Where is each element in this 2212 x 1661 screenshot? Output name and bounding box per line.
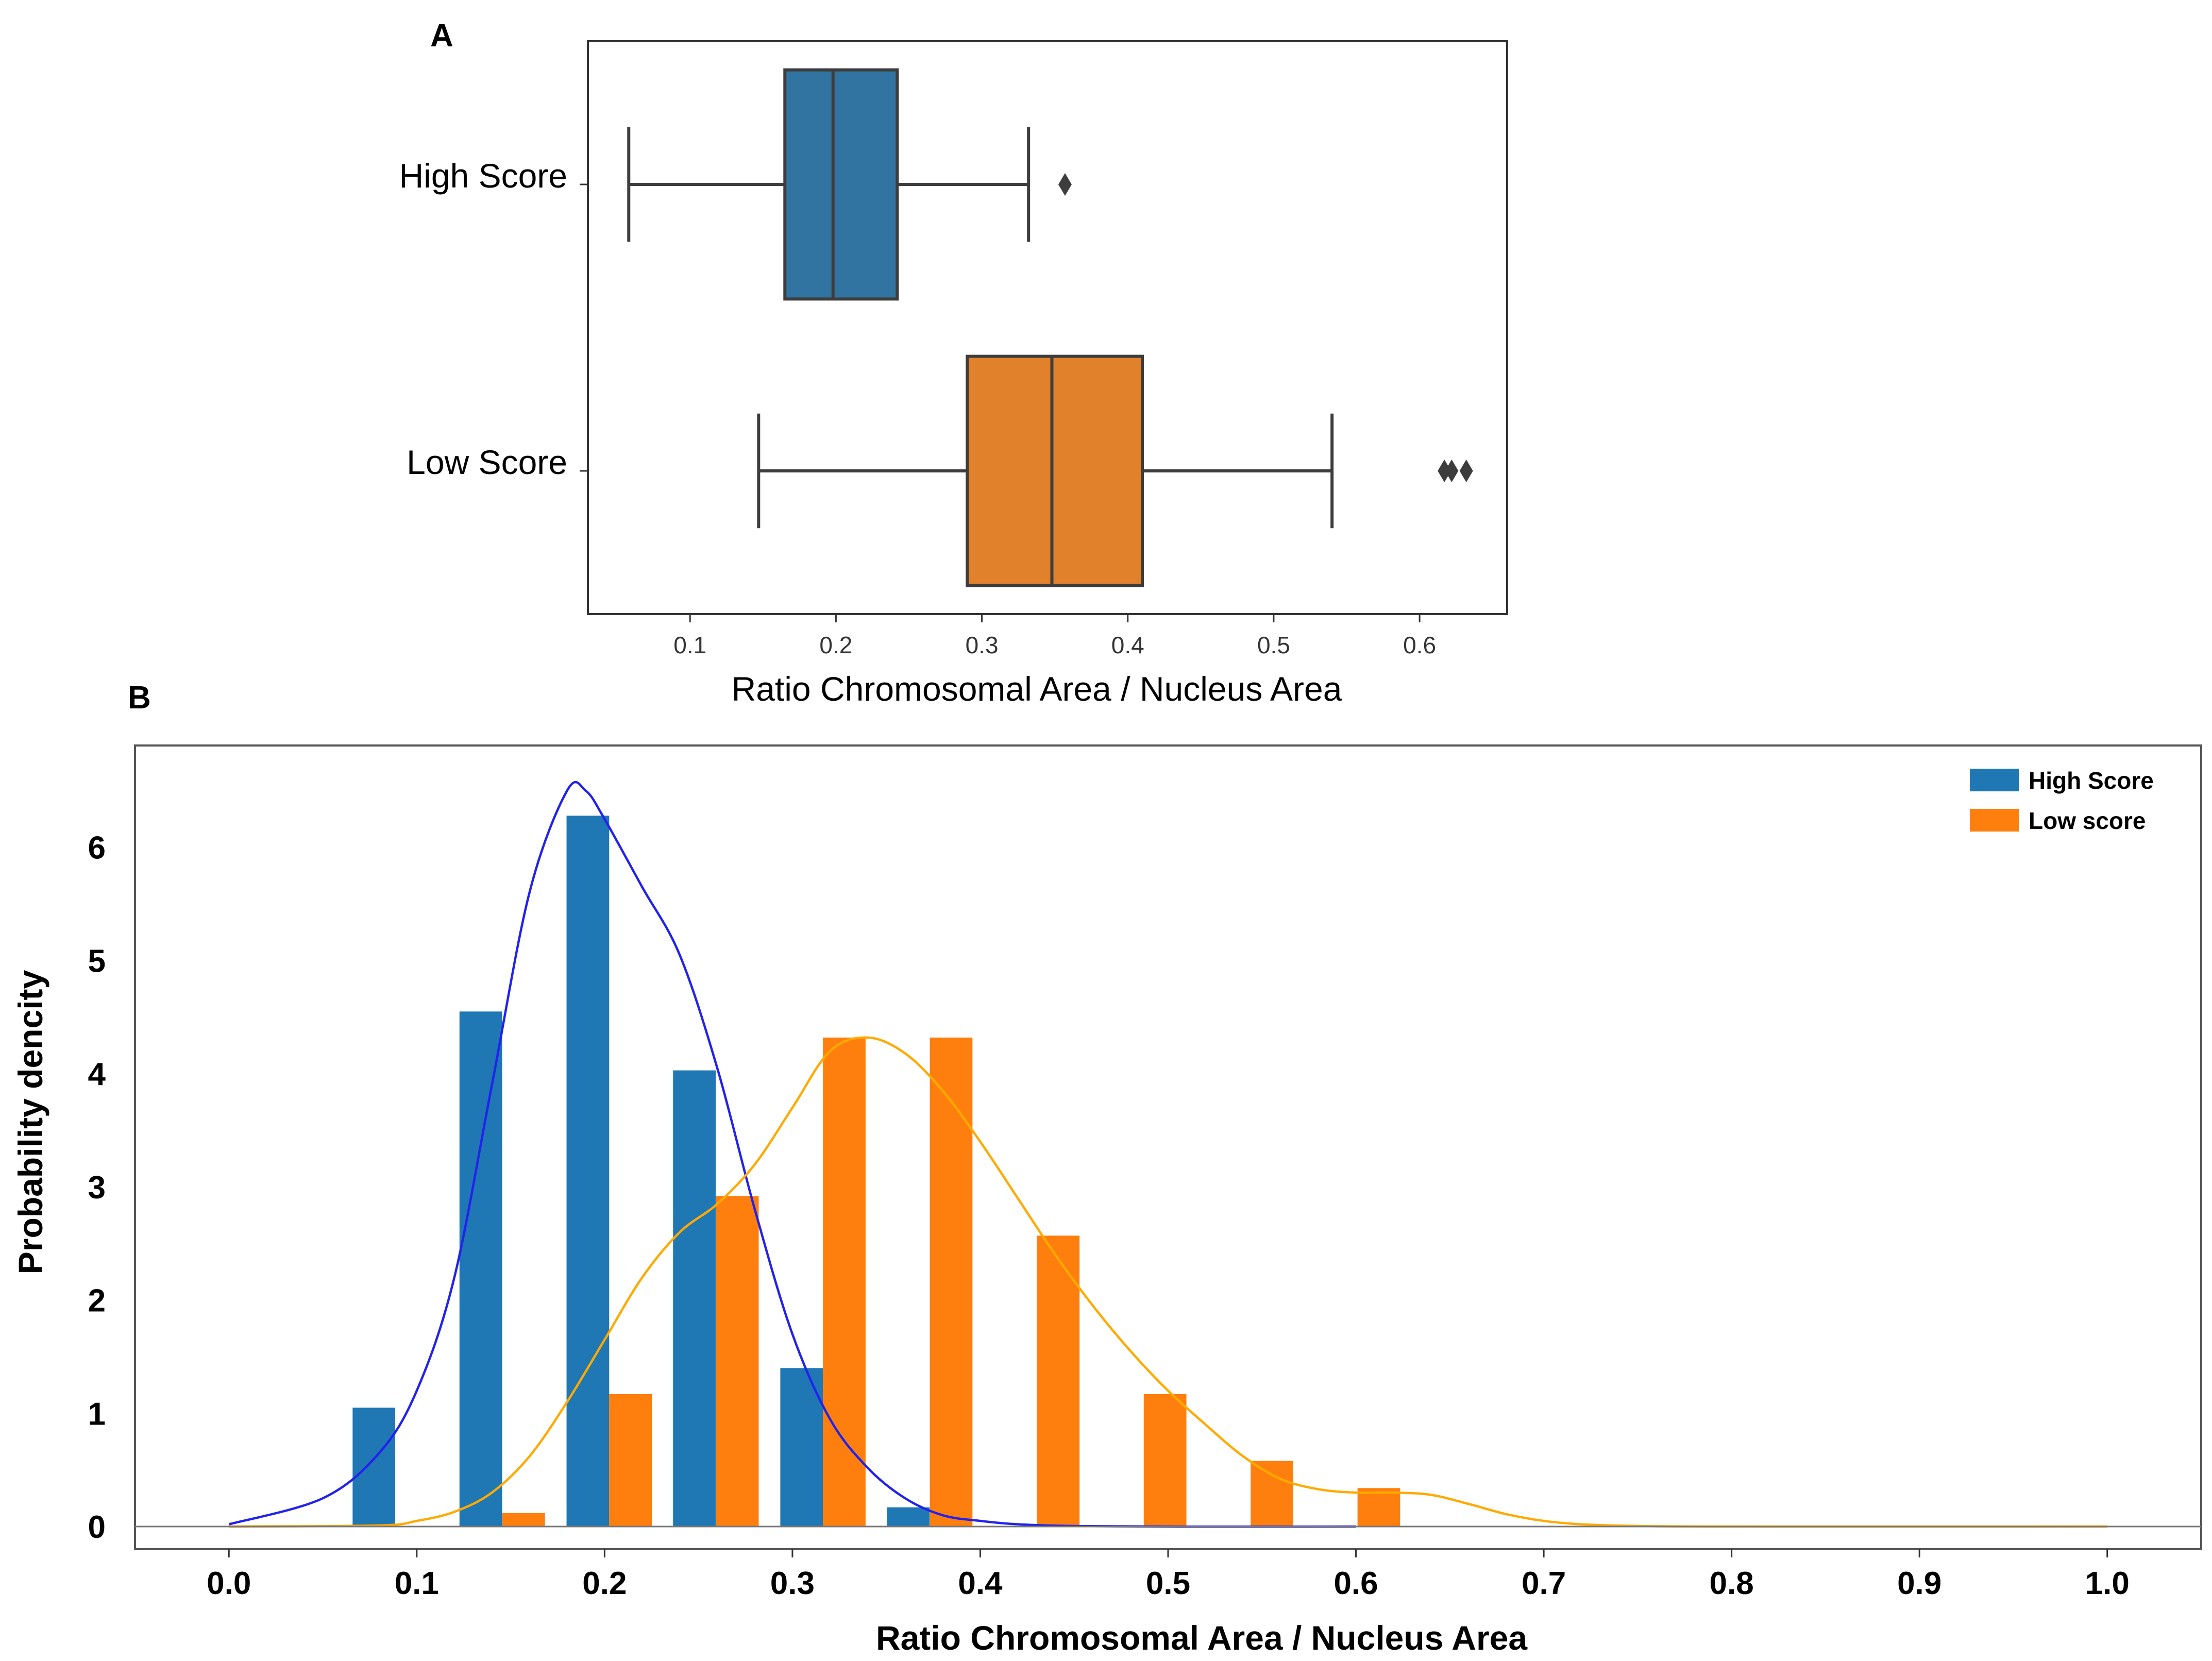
histogram-y-tick-label: 0 [88, 1510, 106, 1545]
box-plot-x-axis: 0.1 0.2 0.3 0.4 0.5 0.6 [673, 614, 1436, 658]
histogram-bar-low-score [1143, 1394, 1187, 1527]
legend-swatch-high-score [1970, 769, 2019, 791]
histogram-bars [352, 816, 1400, 1527]
histogram-bar-low-score [1357, 1488, 1400, 1527]
histogram-bar-high-score [780, 1368, 823, 1527]
histogram-y-tick-label: 3 [88, 1170, 106, 1206]
histogram-y-tick-label: 1 [88, 1396, 106, 1432]
box-iqr-low-score [966, 354, 1144, 587]
histogram-bar-high-score [352, 1408, 396, 1527]
histogram-x-tick-label: 0.0 [207, 1566, 251, 1601]
histogram-bar-high-score [887, 1507, 930, 1527]
bar-series-low-score [502, 1037, 1400, 1527]
box-outlier-point [1445, 460, 1459, 482]
histogram-panel: 0.0 0.1 0.2 0.3 0.4 0.5 0.6 0.7 0.8 0.9 1.0 0 1 2 3 4 5… [11, 744, 2202, 1657]
density-curve-high-score-kde [228, 781, 1356, 1528]
histogram-bar-high-score [459, 1011, 502, 1527]
histogram-bar-low-score [502, 1513, 545, 1527]
box-group-high-score: High Score [399, 68, 1072, 301]
histogram-bar-low-score [716, 1196, 759, 1527]
density-curves [228, 781, 2107, 1528]
histogram-bar-low-score [823, 1037, 866, 1527]
histogram-bar-high-score [566, 816, 610, 1527]
histogram-x-axis: 0.0 0.1 0.2 0.3 0.4 0.5 0.6 0.7 0.8 0.9 1.0 [135, 1526, 2201, 1601]
box-x-tick-label: 0.5 [1257, 632, 1290, 658]
legend-swatch-low-score [1970, 809, 2019, 832]
histogram-x-tick-label: 0.8 [1710, 1566, 1754, 1601]
histogram-x-tick-label: 0.5 [1146, 1566, 1190, 1601]
histogram-y-axis-label: Probability dencity [11, 970, 49, 1274]
histogram-y-axis: 0 1 2 3 4 5 6 [88, 831, 106, 1545]
histogram-bar-low-score [930, 1037, 973, 1527]
box-outlier-point [1438, 460, 1451, 482]
histogram-x-tick-label: 0.3 [770, 1566, 815, 1601]
box-plot-groups: High Score Low Score [399, 68, 1473, 587]
histogram-y-tick-label: 2 [88, 1283, 106, 1319]
histogram-legend: High Score Low score [1970, 767, 2154, 834]
box-x-tick-label: 0.4 [1111, 632, 1144, 658]
bar-series-high-score [352, 816, 930, 1527]
histogram-bar-low-score [1037, 1235, 1080, 1527]
histogram-x-tick-label: 0.1 [395, 1566, 439, 1601]
histogram-x-tick-label: 1.0 [2085, 1566, 2130, 1601]
histogram-x-tick-label: 0.9 [1897, 1566, 1941, 1601]
box-category-label-low-score: Low Score [407, 443, 567, 481]
histogram-x-tick-label: 0.4 [958, 1566, 1003, 1601]
histogram-bar-low-score [609, 1394, 652, 1527]
legend-label-high-score: High Score [2029, 767, 2154, 794]
histogram-y-tick-label: 6 [88, 831, 106, 866]
box-outlier-point [1058, 173, 1072, 196]
legend-label-low-score: Low score [2029, 807, 2146, 834]
histogram-y-tick-label: 4 [88, 1057, 106, 1092]
panel-a-label: A [430, 18, 453, 54]
density-curve-low-score-kde [229, 1036, 2107, 1528]
histogram-bar-high-score [673, 1070, 716, 1527]
box-plot-panel: 0.1 0.2 0.3 0.4 0.5 0.6 High Score Low Score R… [399, 40, 1508, 708]
histogram-x-tick-label: 0.6 [1333, 1566, 1378, 1601]
box-category-label-high-score: High Score [399, 157, 568, 195]
box-x-tick-label: 0.1 [673, 632, 706, 658]
histogram-bar-low-score [1251, 1461, 1293, 1527]
box-x-tick-label: 0.6 [1403, 632, 1436, 658]
box-outlier-point [1459, 460, 1473, 482]
box-x-tick-label: 0.2 [819, 632, 852, 658]
panel-b-label: B [128, 680, 151, 716]
histogram-y-tick-label: 5 [88, 943, 106, 979]
box-group-low-score: Low Score [407, 354, 1473, 587]
box-iqr-high-score [783, 68, 899, 301]
histogram-x-tick-label: 0.2 [582, 1566, 627, 1601]
box-plot-frame [587, 40, 1508, 615]
box-x-tick-label: 0.3 [966, 632, 999, 658]
histogram-x-axis-label: Ratio Chromosomal Area / Nucleus Area [876, 1619, 1528, 1657]
box-plot-x-axis-label: Ratio Chromosomal Area / Nucleus Area [732, 670, 1342, 708]
histogram-x-tick-label: 0.7 [1522, 1566, 1566, 1601]
